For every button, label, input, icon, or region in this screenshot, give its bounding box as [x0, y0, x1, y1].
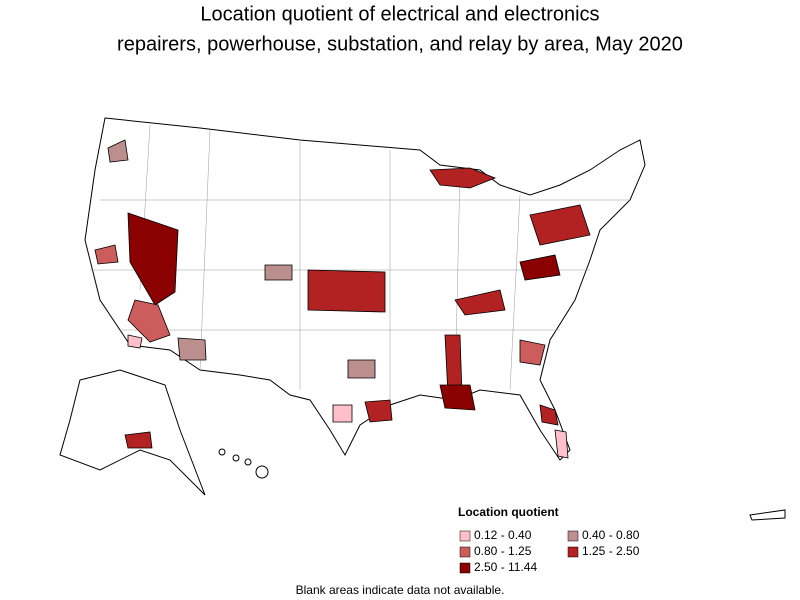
puerto-rico	[749, 509, 786, 521]
legend-label: 0.12 - 0.40	[474, 528, 532, 542]
legend-label: 0.40 - 0.80	[582, 528, 640, 542]
area-southern-california	[127, 299, 171, 343]
legend: 0.12 - 0.40 0.40 - 0.80 0.80 - 1.25 1.25 - …	[459, 528, 640, 574]
area-colorado	[264, 264, 293, 281]
alaska	[59, 369, 206, 496]
area-pennsylvania	[529, 204, 591, 246]
area-georgia	[519, 339, 546, 366]
area-louisiana	[439, 384, 476, 411]
legend-swatch	[459, 562, 471, 574]
legend-label: 2.50 - 11.44	[474, 560, 537, 574]
legend-swatch	[459, 530, 471, 542]
legend-title: Location quotient	[458, 505, 559, 519]
legend-swatch	[567, 530, 579, 542]
area-arizona	[177, 337, 207, 361]
footnote: Blank areas indicate data not available.	[296, 583, 505, 597]
area-borders	[90, 124, 630, 400]
title-line: Location quotient of electrical and elec…	[200, 3, 599, 25]
area-central-texas	[332, 404, 353, 423]
area-oregon	[94, 244, 119, 265]
legend-swatch	[459, 546, 471, 558]
area-tennessee	[454, 289, 506, 316]
area-texas	[347, 359, 376, 379]
area-nevada	[127, 212, 179, 306]
hawaii	[218, 448, 269, 479]
area-kentucky	[519, 254, 561, 281]
area-alaska	[124, 431, 153, 449]
area-florida	[539, 404, 559, 426]
legend-label: 0.80 - 1.25	[474, 544, 532, 558]
legend-swatch	[567, 546, 579, 558]
title-line: repairers, powerhouse, substation, and r…	[117, 33, 683, 55]
area-san-diego	[127, 334, 143, 349]
area-houston	[364, 399, 393, 423]
area-kansas	[307, 269, 386, 313]
area-south-florida	[554, 429, 569, 459]
area-michigan	[429, 167, 497, 189]
legend-label: 1.25 - 2.50	[582, 544, 640, 558]
map	[59, 117, 786, 521]
area-washington	[107, 139, 129, 163]
